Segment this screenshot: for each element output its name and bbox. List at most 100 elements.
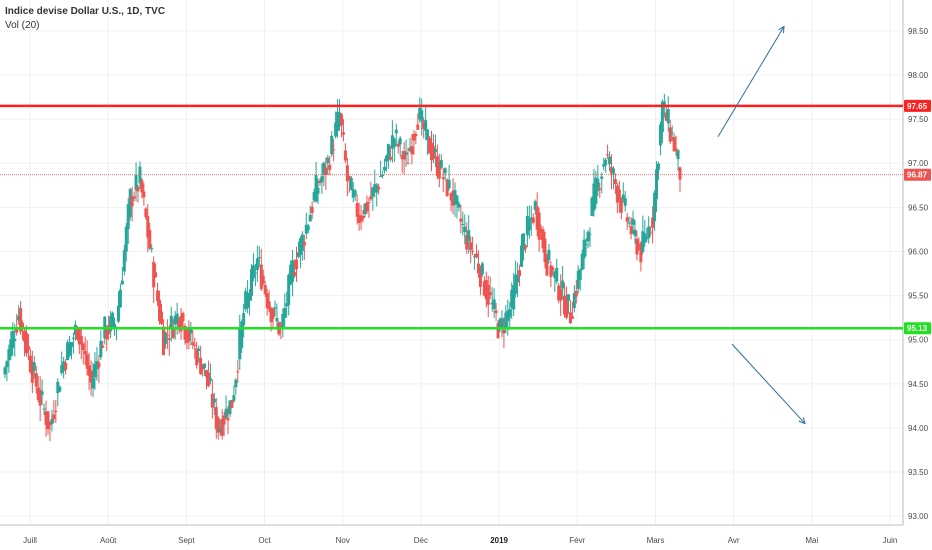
candle-up <box>32 362 36 371</box>
candle-down <box>318 180 322 184</box>
y-tick-label: 94.00 <box>908 424 929 433</box>
candle-down <box>269 307 273 323</box>
candle-down <box>159 311 163 324</box>
candle-up <box>660 101 664 133</box>
candle-up <box>433 149 437 152</box>
candle-down <box>28 355 32 373</box>
candle-up <box>371 187 375 197</box>
candle-down <box>107 325 111 334</box>
candle-down <box>87 365 91 376</box>
x-tick-label: 2019 <box>490 536 508 545</box>
candle-down <box>216 417 220 433</box>
x-tick-label: Sept <box>178 536 195 545</box>
candle-down <box>435 156 439 176</box>
candle-up <box>285 303 289 307</box>
candle-down <box>294 259 298 270</box>
candle-up <box>514 274 518 294</box>
y-tick-label: 96.00 <box>908 247 929 256</box>
candle-up <box>656 163 660 170</box>
candle-down <box>445 179 449 196</box>
candle-down <box>598 188 602 190</box>
candle-up <box>116 305 120 322</box>
candle-down <box>549 265 553 277</box>
candle-up <box>251 265 255 278</box>
candle-up <box>138 166 142 184</box>
candle-up <box>580 253 584 270</box>
candle-down <box>674 148 678 151</box>
candle-down <box>89 370 93 383</box>
candle-down <box>30 361 34 383</box>
candle-down <box>476 263 480 274</box>
candle-down <box>230 399 234 408</box>
candle-up <box>306 225 310 231</box>
candle-down <box>222 415 226 425</box>
candle-down <box>140 180 144 193</box>
candle-up <box>520 245 524 267</box>
candle-down <box>130 196 134 207</box>
candle-down <box>206 372 210 387</box>
candle-down <box>649 231 653 233</box>
candle-down <box>341 132 345 135</box>
candle-down <box>664 112 668 121</box>
candle-up <box>653 192 657 222</box>
candle-up <box>676 150 680 160</box>
candle-down <box>668 127 672 142</box>
candle-up <box>641 231 645 253</box>
candle-up <box>73 324 77 335</box>
up-arrow <box>717 26 784 138</box>
candle-down <box>518 270 522 277</box>
candle-up <box>408 148 412 151</box>
candle-up <box>3 367 7 375</box>
candle-up <box>547 249 551 261</box>
candle-up <box>398 138 402 145</box>
candle-up <box>627 222 631 224</box>
x-tick-label: Juin <box>883 536 898 545</box>
candle-up <box>506 310 510 321</box>
candle-down <box>610 167 614 174</box>
candle-up <box>240 321 244 348</box>
candle-down <box>183 325 187 340</box>
x-tick-label: Mai <box>805 536 818 545</box>
candle-up <box>385 155 389 162</box>
candle-down <box>494 310 498 313</box>
candle-down <box>635 238 639 255</box>
candle-up <box>602 164 606 167</box>
candle-down <box>625 217 629 222</box>
candle-down <box>451 190 455 206</box>
candle-down <box>64 362 68 370</box>
candle-up <box>655 169 659 200</box>
candle-down <box>617 189 621 201</box>
candle-up <box>189 327 193 334</box>
candle-up <box>246 292 250 308</box>
candle-up <box>283 307 287 318</box>
candle-down <box>36 387 40 400</box>
candle-down <box>97 362 101 368</box>
candle-up <box>623 198 627 206</box>
candle-up <box>249 269 253 296</box>
candle-up <box>645 237 649 240</box>
candle-down <box>259 264 263 290</box>
candle-up <box>633 229 637 236</box>
candle-up <box>516 274 520 283</box>
candle-up <box>527 220 531 231</box>
candle-down <box>449 192 453 201</box>
axis-lines <box>0 0 904 526</box>
candle-up <box>375 184 379 193</box>
candle-up <box>42 408 46 410</box>
candle-down <box>187 327 191 342</box>
candle-down <box>271 308 275 319</box>
candle-down <box>44 411 48 425</box>
candle-down <box>388 156 392 160</box>
candle-down <box>345 165 349 182</box>
y-axis-ticks: 93.00 93.50 94.00 94.50 95.00 95.50 96.00 96.50… <box>908 27 929 521</box>
candle-down <box>46 411 50 430</box>
candle-down <box>214 407 218 430</box>
candle-up <box>621 194 625 200</box>
resistance-tag-bg <box>904 99 931 112</box>
candle-down <box>132 196 136 199</box>
candle-up <box>224 408 228 418</box>
candle-up <box>296 252 300 257</box>
x-tick-label: Juill <box>23 536 37 545</box>
candle-up <box>58 386 62 392</box>
